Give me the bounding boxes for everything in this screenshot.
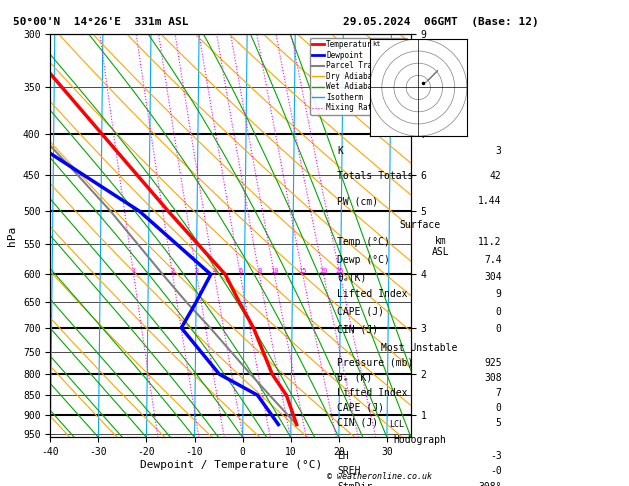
Text: 304: 304 (484, 272, 502, 282)
Text: 50°00'N  14°26'E  331m ASL: 50°00'N 14°26'E 331m ASL (13, 17, 188, 27)
Text: 7.4: 7.4 (484, 255, 502, 265)
Text: 7: 7 (496, 388, 502, 398)
Text: 25: 25 (336, 268, 344, 275)
Text: 308°: 308° (478, 482, 502, 486)
Text: CIN (J): CIN (J) (338, 324, 379, 334)
Text: 0: 0 (496, 307, 502, 317)
Text: Hodograph: Hodograph (393, 435, 446, 445)
Text: K: K (338, 146, 343, 156)
X-axis label: Dewpoint / Temperature (°C): Dewpoint / Temperature (°C) (140, 460, 322, 470)
Text: 308: 308 (484, 373, 502, 382)
Text: 5: 5 (496, 417, 502, 428)
Text: StmDir: StmDir (338, 482, 373, 486)
Legend: Temperature, Dewpoint, Parcel Trajectory, Dry Adiabat, Wet Adiabat, Isotherm, Mi: Temperature, Dewpoint, Parcel Trajectory… (310, 38, 407, 115)
Y-axis label: km
ASL: km ASL (431, 236, 449, 257)
Text: Lifted Index: Lifted Index (338, 388, 408, 398)
Text: 11.2: 11.2 (478, 237, 502, 247)
Text: 925: 925 (484, 358, 502, 368)
Text: 20: 20 (320, 268, 328, 275)
Text: LCL: LCL (389, 420, 404, 429)
Text: 3: 3 (496, 146, 502, 156)
Text: 9: 9 (496, 289, 502, 299)
Text: Dewp (°C): Dewp (°C) (338, 255, 391, 265)
Text: θₑ(K): θₑ(K) (338, 272, 367, 282)
Text: 0: 0 (496, 324, 502, 334)
Text: 8: 8 (257, 268, 262, 275)
Text: CAPE (J): CAPE (J) (338, 307, 384, 317)
Text: Temp (°C): Temp (°C) (338, 237, 391, 247)
Text: -0: -0 (490, 467, 502, 476)
Text: Lifted Index: Lifted Index (338, 289, 408, 299)
Text: CAPE (J): CAPE (J) (338, 402, 384, 413)
Text: 10: 10 (270, 268, 279, 275)
Text: 42: 42 (490, 171, 502, 181)
Text: © weatheronline.co.uk: © weatheronline.co.uk (327, 472, 432, 481)
Text: Most Unstable: Most Unstable (381, 343, 458, 353)
Text: 15: 15 (299, 268, 307, 275)
Text: 29.05.2024  06GMT  (Base: 12): 29.05.2024 06GMT (Base: 12) (343, 17, 538, 27)
Text: Surface: Surface (399, 220, 440, 230)
Text: 6: 6 (238, 268, 242, 275)
Text: Pressure (mb): Pressure (mb) (338, 358, 414, 368)
Text: EH: EH (338, 451, 349, 461)
Text: SREH: SREH (338, 467, 361, 476)
Text: 2: 2 (170, 268, 175, 275)
Text: PW (cm): PW (cm) (338, 196, 379, 206)
Text: θₑ (K): θₑ (K) (338, 373, 373, 382)
Text: CIN (J): CIN (J) (338, 417, 379, 428)
Text: kt: kt (372, 41, 381, 47)
Text: 3: 3 (194, 268, 199, 275)
Text: 4: 4 (212, 268, 216, 275)
Text: 1: 1 (131, 268, 136, 275)
Y-axis label: hPa: hPa (8, 226, 18, 246)
Text: -3: -3 (490, 451, 502, 461)
Text: Totals Totals: Totals Totals (338, 171, 414, 181)
Text: 0: 0 (496, 402, 502, 413)
Text: 1.44: 1.44 (478, 196, 502, 206)
